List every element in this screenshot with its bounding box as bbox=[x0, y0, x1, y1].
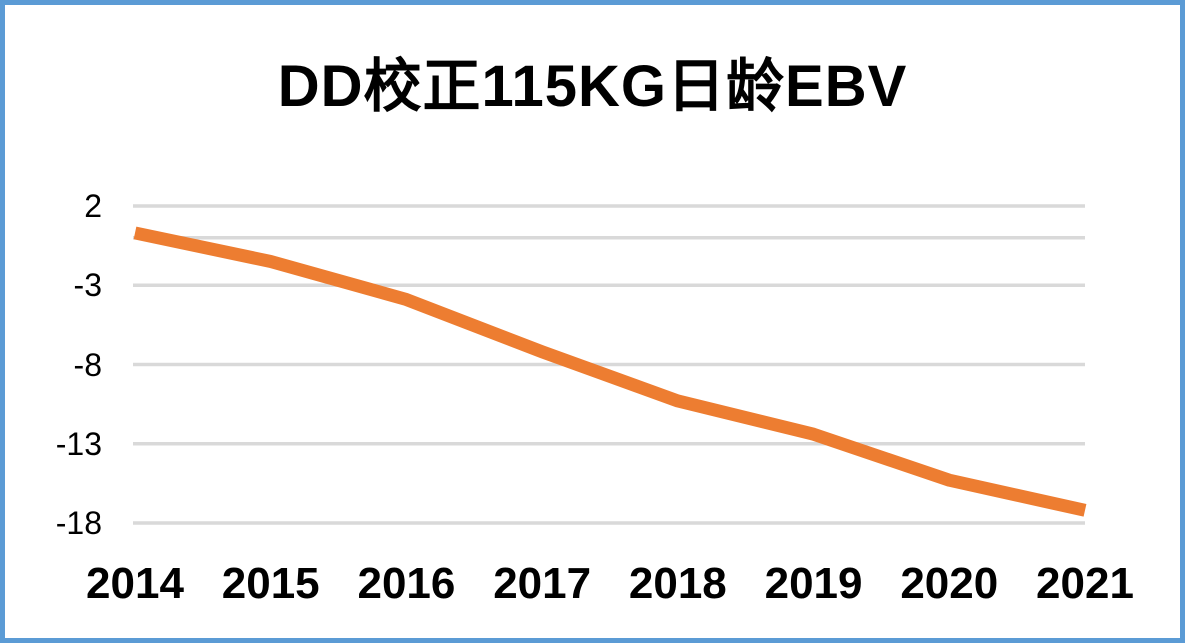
x-tick-label: 2019 bbox=[764, 559, 863, 608]
y-tick-label: -18 bbox=[55, 505, 102, 541]
x-tick-label: 2014 bbox=[86, 559, 184, 608]
x-tick-label: 2015 bbox=[221, 559, 320, 608]
y-tick-label: -8 bbox=[73, 346, 102, 383]
x-tick-label: 2016 bbox=[357, 559, 456, 608]
line-chart-plot-area bbox=[133, 204, 1087, 525]
chart-title: DD校正115KG日龄EBV bbox=[277, 54, 908, 119]
y-tick-label: 2 bbox=[84, 188, 102, 224]
y-tick-label: -13 bbox=[55, 425, 102, 462]
x-tick-label: 2020 bbox=[900, 559, 999, 608]
data-series-line bbox=[133, 226, 1087, 517]
y-tick-label: -3 bbox=[73, 267, 102, 304]
x-tick-label: 2021 bbox=[1036, 559, 1134, 608]
x-tick-label: 2018 bbox=[628, 559, 727, 608]
x-tick-label: 2017 bbox=[493, 559, 592, 608]
